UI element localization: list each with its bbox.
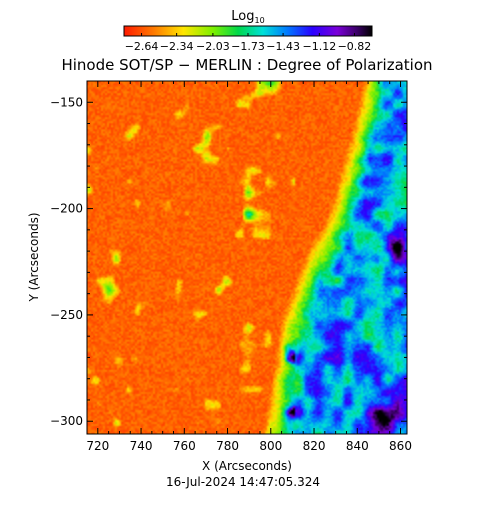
colorbar-tick-label: −0.82	[338, 40, 372, 53]
x-tick-label: 800	[259, 439, 282, 453]
colorbar-label-subscript: 10	[255, 16, 265, 25]
heatmap-raster	[87, 81, 407, 434]
y-tick-label: −150	[50, 95, 83, 109]
x-tick-label: 820	[303, 439, 326, 453]
x-tick-label: 740	[130, 439, 153, 453]
colorbar-tick-label: −1.73	[231, 40, 265, 53]
x-tick-label: 720	[86, 439, 109, 453]
x-tick-label: 780	[216, 439, 239, 453]
heatmap-image	[87, 81, 407, 434]
y-axis: −150 −200 −250 −300	[50, 95, 407, 428]
colorbar-tick-label: −2.34	[160, 40, 194, 53]
y-tick-label: −250	[50, 308, 83, 322]
y-axis-label: Y (Arcseconds)	[27, 212, 41, 302]
timestamp: 16-Jul-2024 14:47:05.324	[166, 475, 320, 489]
colorbar-tick-label: −1.43	[266, 40, 300, 53]
chart-title: Hinode SOT/SP − MERLIN : Degree of Polar…	[61, 56, 432, 74]
y-tick-label: −200	[50, 202, 83, 216]
colorbar-tick-label: −2.03	[196, 40, 230, 53]
plot-frame	[86, 80, 408, 435]
colorbar-label: Log10	[231, 9, 264, 25]
x-tick-label: 760	[173, 439, 196, 453]
y-tick-label: −300	[50, 414, 83, 428]
x-axis-label: X (Arcseconds)	[202, 459, 292, 473]
x-tick-label: 860	[389, 439, 412, 453]
colorbar-tick-label: −2.64	[125, 40, 159, 53]
x-axis: 720 740 760 780 800 820 840 860	[86, 81, 412, 453]
colorbar-ticks: −2.64 −2.34 −2.03 −1.73 −1.43 −1.12 −0.82	[125, 33, 372, 53]
colorbar-tick-label: −1.12	[302, 40, 336, 53]
colorbar-label-base: Log	[231, 9, 254, 24]
x-tick-label: 840	[346, 439, 369, 453]
